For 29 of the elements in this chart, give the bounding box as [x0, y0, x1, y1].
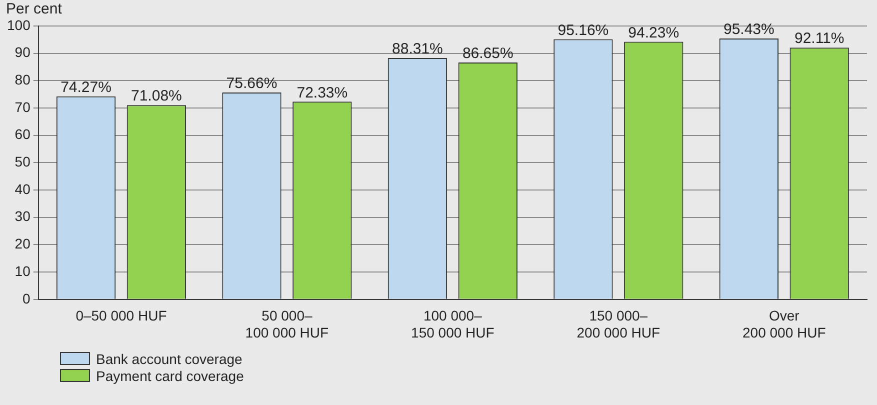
- y-tick-label: 90: [14, 44, 31, 60]
- y-tick-label: 0: [22, 290, 31, 306]
- data-label: 72.33%: [296, 84, 348, 102]
- y-tick-label: 30: [14, 208, 31, 224]
- data-label: 92.11%: [794, 30, 844, 48]
- x-tick-label: 150 000– 200 000 HUF: [576, 308, 660, 340]
- data-label: 86.65%: [462, 45, 514, 62]
- legend-label: Bank account coverage: [96, 350, 242, 366]
- y-tick-label: 50: [14, 154, 31, 170]
- data-label: 71.08%: [131, 88, 182, 105]
- x-tick-label: 50 000– 100 000 HUF: [245, 308, 329, 340]
- data-label: 88.31%: [392, 40, 443, 58]
- y-tick-label: 40: [14, 180, 31, 197]
- data-label: 95.43%: [723, 21, 774, 38]
- data-label: 94.23%: [628, 24, 680, 42]
- y-tick-label: 60: [14, 126, 31, 142]
- legend-label: Payment card coverage: [96, 368, 244, 384]
- y-axis-title: Per cent: [6, 0, 63, 18]
- y-tick-label: 100: [7, 16, 31, 33]
- y-tick-label: 70: [14, 98, 31, 115]
- y-tick-label: 80: [14, 72, 31, 88]
- data-label: 75.66%: [226, 75, 278, 92]
- y-tick-label: 10: [14, 262, 31, 279]
- y-tick-label: 20: [14, 236, 31, 252]
- data-label: 74.27%: [60, 78, 112, 96]
- x-tick-label: Over 200 000 HUF: [742, 308, 826, 340]
- x-tick-label: 100 000– 150 000 HUF: [411, 308, 494, 340]
- x-tick-label: 0–50 000 HUF: [76, 308, 167, 324]
- data-label: 95.16%: [558, 22, 609, 39]
